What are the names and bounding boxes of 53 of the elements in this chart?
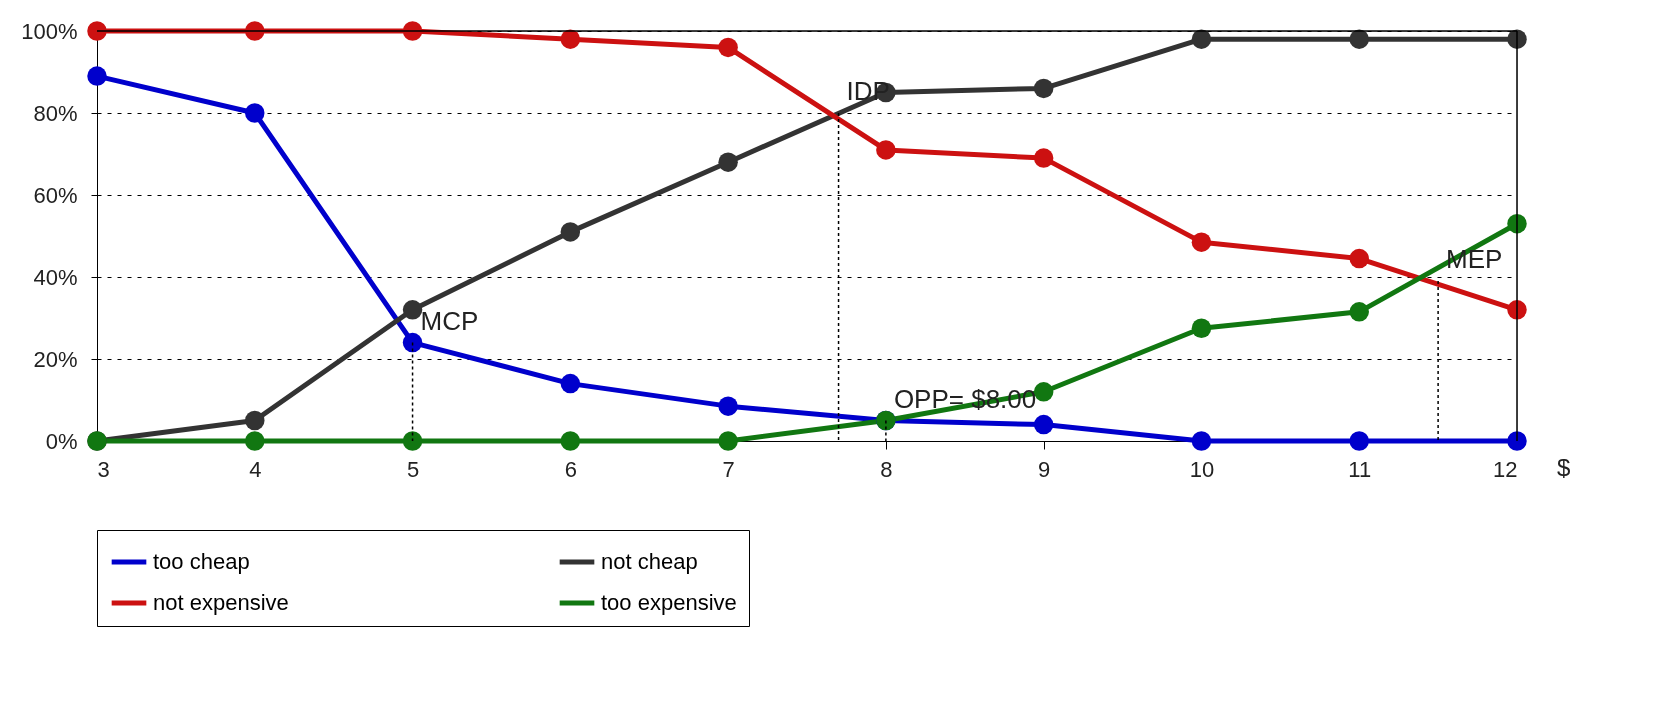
x-axis-title: $ bbox=[1557, 454, 1571, 481]
point bbox=[402, 300, 423, 320]
y-tick-label: 40% bbox=[33, 264, 78, 290]
annotation: MCP bbox=[420, 305, 479, 336]
point bbox=[245, 103, 265, 123]
y-tick-label: 60% bbox=[33, 182, 78, 208]
point bbox=[1191, 318, 1212, 338]
point bbox=[1033, 414, 1054, 435]
point bbox=[1349, 248, 1369, 269]
point bbox=[876, 140, 896, 160]
point bbox=[1507, 431, 1527, 451]
point bbox=[1191, 431, 1212, 451]
point bbox=[1349, 29, 1369, 49]
point bbox=[718, 431, 738, 451]
point bbox=[560, 29, 581, 49]
y-tick-label: 100% bbox=[21, 18, 78, 44]
point bbox=[1033, 382, 1054, 402]
x-tick-label: 7 bbox=[722, 456, 735, 482]
point bbox=[560, 373, 581, 394]
x-tick-label: 10 bbox=[1189, 456, 1215, 482]
point bbox=[1033, 78, 1054, 99]
point bbox=[560, 431, 581, 451]
point bbox=[1191, 232, 1212, 252]
point bbox=[560, 222, 581, 242]
x-tick-label: 12 bbox=[1493, 456, 1518, 482]
point bbox=[718, 37, 738, 58]
point bbox=[245, 431, 265, 451]
y-tick-label: 20% bbox=[33, 346, 78, 372]
point bbox=[1033, 148, 1054, 168]
legend-label: too cheap bbox=[153, 549, 250, 574]
legend-label: too expensive bbox=[601, 590, 737, 615]
x-tick-label: 4 bbox=[249, 456, 262, 482]
x-tick-label: 8 bbox=[880, 456, 893, 482]
point bbox=[87, 66, 107, 86]
point bbox=[1349, 431, 1369, 451]
point bbox=[402, 431, 423, 451]
point bbox=[402, 332, 423, 353]
legend-label: not cheap bbox=[601, 549, 698, 574]
x-tick-label: 11 bbox=[1348, 456, 1372, 482]
point bbox=[245, 410, 265, 431]
y-tick-label: 0% bbox=[45, 428, 78, 454]
legend-label: not expensive bbox=[153, 590, 289, 615]
point bbox=[718, 152, 738, 172]
point bbox=[1349, 302, 1369, 322]
x-tick-label: 3 bbox=[97, 456, 110, 482]
x-tick-label: 5 bbox=[406, 456, 420, 482]
annotation: MEP bbox=[1446, 244, 1503, 275]
x-tick-label: 6 bbox=[564, 456, 577, 482]
x-tick-label: 9 bbox=[1038, 456, 1051, 482]
point bbox=[87, 21, 107, 41]
y-tick-label: 80% bbox=[33, 100, 78, 126]
point bbox=[1191, 29, 1212, 49]
point bbox=[718, 396, 738, 416]
